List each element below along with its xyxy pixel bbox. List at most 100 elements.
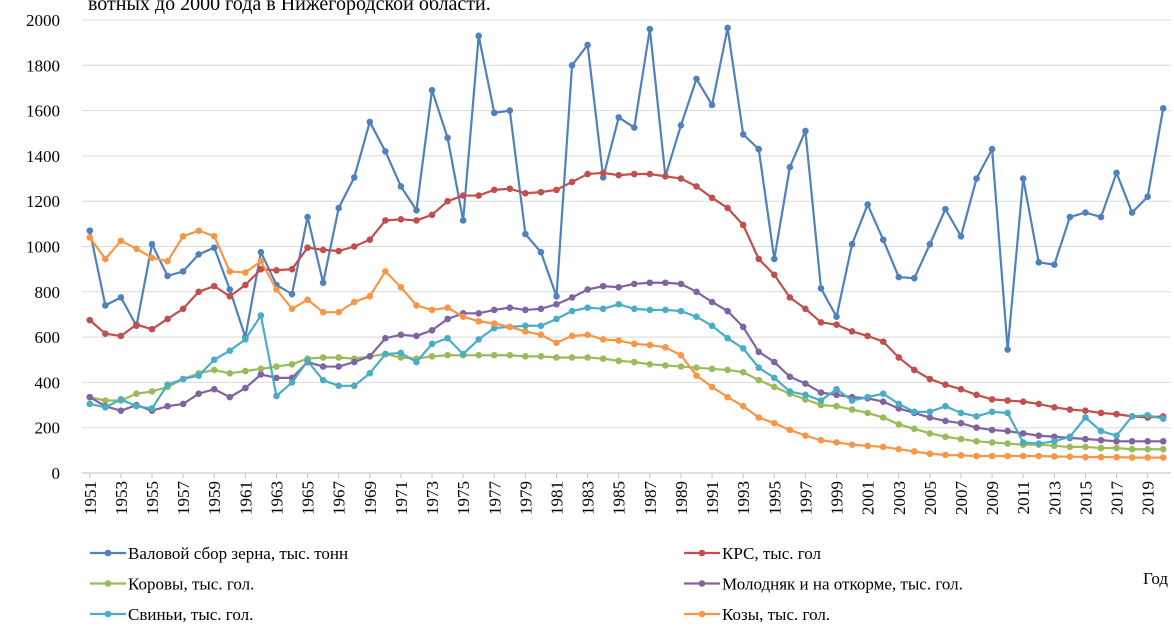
series-line (88, 229, 1164, 459)
point (630, 340, 638, 348)
point (584, 304, 591, 311)
point (833, 313, 840, 321)
point (444, 197, 451, 205)
x-tick-label: 2001 (859, 481, 878, 515)
point (755, 364, 763, 371)
x-tick-label: 1961 (236, 481, 255, 515)
x-tick-label: 1953 (112, 481, 131, 515)
point (879, 398, 887, 405)
point (895, 421, 903, 428)
point (195, 390, 202, 398)
point (304, 213, 311, 221)
point (1097, 427, 1105, 435)
point (988, 145, 996, 153)
legend-marker (698, 580, 706, 587)
point (802, 396, 809, 403)
point (413, 206, 420, 214)
point (802, 432, 809, 439)
x-tick-label: 2011 (1014, 481, 1033, 514)
point (615, 337, 623, 344)
point (1035, 259, 1043, 266)
x-tick-label: 1983 (579, 481, 598, 515)
point (895, 445, 903, 453)
point (242, 384, 249, 392)
point (288, 360, 296, 368)
point (1082, 209, 1089, 216)
point (86, 227, 94, 234)
legend-label: Молодняк и на откорме, тыс. гол. (722, 575, 963, 594)
point (350, 298, 358, 306)
legend-marker (104, 610, 112, 618)
point (786, 426, 794, 434)
point (630, 170, 638, 178)
point (226, 393, 234, 401)
point (1004, 427, 1011, 435)
point (770, 271, 778, 279)
point (148, 388, 156, 395)
legend-label: Валовой сбор зерна, тыс. тонн (128, 544, 348, 563)
point (413, 302, 420, 309)
point (475, 32, 483, 40)
point (942, 381, 949, 388)
point (584, 41, 591, 49)
point (599, 355, 607, 362)
point (133, 390, 140, 398)
x-tick-label: 1985 (610, 481, 629, 515)
x-tick-label: 2019 (1139, 481, 1158, 515)
point (1128, 413, 1136, 420)
point (755, 145, 763, 153)
point (257, 371, 265, 378)
point (911, 425, 918, 433)
point (1144, 454, 1151, 461)
point (630, 358, 638, 366)
point (1082, 443, 1089, 451)
point (257, 248, 265, 256)
point (568, 294, 576, 301)
point (522, 230, 529, 238)
point (957, 233, 965, 240)
point (210, 366, 218, 374)
point (350, 243, 358, 250)
point (1051, 261, 1058, 268)
point (662, 172, 669, 180)
point (164, 272, 171, 280)
point (615, 171, 623, 179)
y-tick-label: 1400 (26, 147, 60, 166)
point (895, 273, 903, 281)
point (724, 307, 731, 315)
point (133, 245, 140, 253)
point (817, 285, 825, 292)
point (802, 380, 809, 387)
point (382, 334, 389, 342)
point (739, 131, 747, 138)
y-tick-label: 600 (35, 328, 61, 347)
x-tick-label: 1959 (205, 481, 224, 515)
point (1051, 442, 1058, 450)
point (1066, 213, 1074, 221)
point (475, 192, 483, 199)
point (537, 188, 545, 196)
point (708, 365, 716, 373)
x-tick-label: 2007 (952, 481, 971, 516)
point (102, 397, 109, 404)
point (646, 306, 654, 314)
point (382, 350, 389, 358)
legend-marker (104, 580, 112, 587)
point (288, 379, 296, 386)
point (210, 356, 218, 364)
point (490, 186, 498, 194)
point (428, 353, 436, 360)
point (210, 385, 218, 393)
point (973, 175, 980, 182)
point (335, 247, 342, 255)
point (553, 354, 560, 361)
point (1035, 452, 1043, 460)
point (86, 400, 94, 408)
point (911, 448, 918, 455)
point (490, 320, 498, 327)
point (428, 327, 436, 334)
point (164, 315, 171, 323)
point (1159, 454, 1167, 461)
point (490, 351, 498, 359)
point (755, 414, 763, 421)
